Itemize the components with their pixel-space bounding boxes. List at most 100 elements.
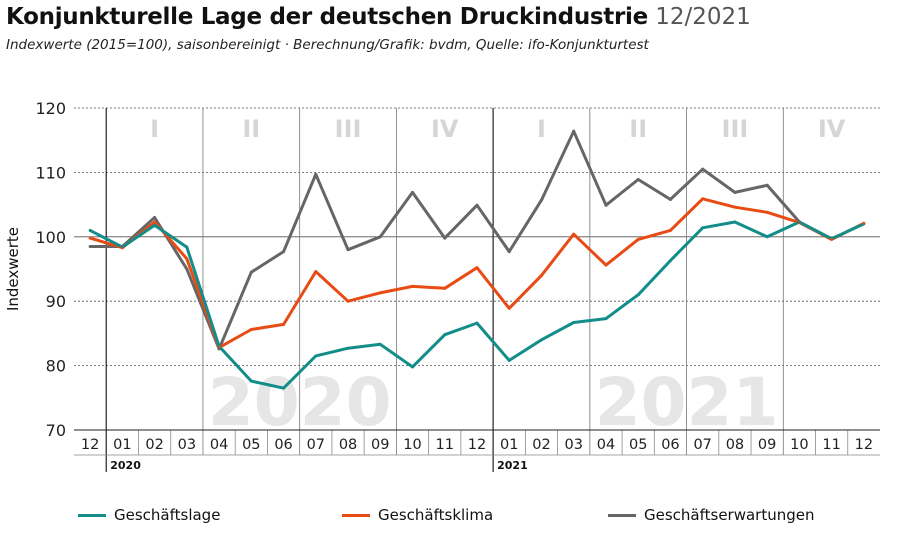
data-point-geschaeftsklima-23 — [830, 237, 834, 241]
data-point-geschaeftserwartungen-11 — [443, 236, 447, 240]
data-point-geschaeftserwartungen-2 — [153, 215, 157, 219]
data-point-geschaeftserwartungen-22 — [797, 220, 801, 224]
data-point-geschaeftslage-6 — [282, 386, 286, 390]
x-tick-label-17: 05 — [629, 437, 647, 453]
data-point-geschaeftsklima-20 — [733, 205, 737, 209]
data-point-geschaeftslage-16 — [604, 317, 608, 321]
x-tick-label-12: 12 — [468, 437, 486, 453]
quarter-label-1: II — [242, 115, 260, 143]
data-point-geschaeftslage-11 — [443, 333, 447, 337]
legend-swatch-geschaeftsklima — [342, 513, 370, 517]
data-point-geschaeftsklima-17 — [636, 237, 640, 241]
x-tick-label-10: 10 — [403, 437, 421, 453]
legend-item-geschaeftsklima: Geschäftsklima — [342, 506, 493, 524]
data-point-geschaeftslage-19 — [701, 226, 705, 230]
data-point-geschaeftserwartungen-10 — [411, 190, 415, 194]
quarter-label-4: I — [537, 115, 546, 143]
data-point-geschaeftslage-20 — [733, 220, 737, 224]
data-point-geschaeftsklima-10 — [411, 284, 415, 288]
x-tick-label-21: 09 — [758, 437, 776, 453]
data-point-geschaeftslage-5 — [249, 379, 253, 383]
data-point-geschaeftslage-2 — [153, 223, 157, 227]
year-label-2020: 2020 — [110, 459, 141, 472]
data-point-geschaeftslage-13 — [507, 358, 511, 362]
x-tick-label-11: 11 — [436, 437, 454, 453]
data-point-geschaeftsklima-9 — [378, 291, 382, 295]
data-point-geschaeftserwartungen-8 — [346, 248, 350, 252]
legend-swatch-geschaeftserwartungen — [608, 513, 636, 517]
data-point-geschaeftsklima-15 — [572, 232, 576, 236]
data-point-geschaeftsklima-5 — [249, 328, 253, 332]
data-point-geschaeftsklima-24 — [862, 221, 866, 225]
data-point-geschaeftserwartungen-15 — [572, 129, 576, 133]
x-tick-label-1: 01 — [113, 437, 131, 453]
series-line-geschaeftserwartungen — [90, 129, 801, 351]
data-point-geschaeftslage-10 — [411, 365, 415, 369]
quarter-label-6: III — [722, 115, 749, 143]
data-point-geschaeftserwartungen-4 — [217, 347, 221, 351]
x-tick-label-8: 08 — [339, 437, 357, 453]
data-point-geschaeftserwartungen-16 — [604, 203, 608, 207]
chart-subtitle: Indexwerte (2015=100), saisonbereinigt ·… — [6, 37, 649, 53]
data-point-geschaeftserwartungen-17 — [636, 177, 640, 181]
data-point-geschaeftserwartungen-14 — [539, 198, 543, 202]
data-point-geschaeftsklima-2 — [153, 220, 157, 224]
x-tick-label-2: 02 — [145, 437, 163, 453]
data-point-geschaeftsklima-0 — [88, 236, 92, 240]
x-tick-label-23: 11 — [822, 437, 840, 453]
legend-item-geschaeftserwartungen: Geschäftserwartungen — [608, 506, 815, 524]
quarter-label-2: III — [335, 115, 362, 143]
quarter-label-7: IV — [818, 115, 846, 143]
data-point-geschaeftsklima-12 — [475, 266, 479, 270]
data-point-geschaeftslage-3 — [185, 245, 189, 249]
x-tick-label-5: 05 — [242, 437, 260, 453]
x-tick-label-6: 06 — [274, 437, 292, 453]
chart-date: 12/2021 — [655, 4, 751, 30]
x-tick-label-19: 07 — [693, 437, 711, 453]
data-point-geschaeftslage-14 — [539, 338, 543, 342]
y-tick-label-90: 90 — [46, 292, 66, 311]
data-point-geschaeftserwartungen-6 — [282, 250, 286, 254]
legend-label-geschaeftslage: Geschäftslage — [114, 506, 221, 524]
chart-title: Konjunkturelle Lage der deutschen Drucki… — [6, 2, 751, 32]
data-point-geschaeftserwartungen-0 — [88, 244, 92, 248]
x-tick-label-20: 08 — [726, 437, 744, 453]
y-tick-label-100: 100 — [35, 228, 66, 247]
data-point-geschaeftslage-18 — [668, 259, 672, 263]
legend-label-geschaeftsklima: Geschäftsklima — [378, 506, 494, 524]
year-label-2021: 2021 — [497, 459, 528, 472]
y-tick-label-110: 110 — [35, 163, 66, 182]
x-tick-label-13: 01 — [500, 437, 518, 453]
data-point-geschaeftsklima-18 — [668, 228, 672, 232]
legend-swatch-geschaeftslage — [78, 513, 106, 517]
data-point-geschaeftserwartungen-13 — [507, 250, 511, 254]
data-point-geschaeftsklima-19 — [701, 197, 705, 201]
x-tick-label-24: 12 — [855, 437, 873, 453]
data-point-geschaeftslage-0 — [88, 228, 92, 232]
data-point-geschaeftsklima-7 — [314, 270, 318, 274]
data-point-geschaeftserwartungen-1 — [120, 244, 124, 248]
x-tick-label-14: 02 — [532, 437, 550, 453]
data-point-geschaeftslage-7 — [314, 354, 318, 358]
data-point-geschaeftserwartungen-3 — [185, 267, 189, 271]
legend: Geschäftslage Geschäftsklima Geschäftser… — [0, 506, 900, 532]
data-point-geschaeftserwartungen-7 — [314, 172, 318, 176]
data-point-geschaeftslage-17 — [636, 293, 640, 297]
quarter-label-5: II — [629, 115, 647, 143]
data-point-geschaeftslage-21 — [765, 235, 769, 239]
x-tick-label-4: 04 — [210, 437, 228, 453]
data-point-geschaeftsklima-11 — [443, 286, 447, 290]
x-tick-label-16: 04 — [597, 437, 615, 453]
data-point-geschaeftserwartungen-19 — [701, 167, 705, 171]
x-tick-label-15: 03 — [564, 437, 582, 453]
data-point-geschaeftserwartungen-9 — [378, 235, 382, 239]
legend-item-geschaeftslage: Geschäftslage — [78, 506, 220, 524]
data-point-geschaeftsklima-13 — [507, 306, 511, 310]
y-tick-label-120: 120 — [35, 99, 66, 118]
y-tick-label-70: 70 — [46, 421, 66, 440]
x-tick-label-0: 12 — [81, 437, 99, 453]
data-point-geschaeftsklima-6 — [282, 322, 286, 326]
data-point-geschaeftslage-9 — [378, 342, 382, 346]
data-point-geschaeftserwartungen-12 — [475, 203, 479, 207]
